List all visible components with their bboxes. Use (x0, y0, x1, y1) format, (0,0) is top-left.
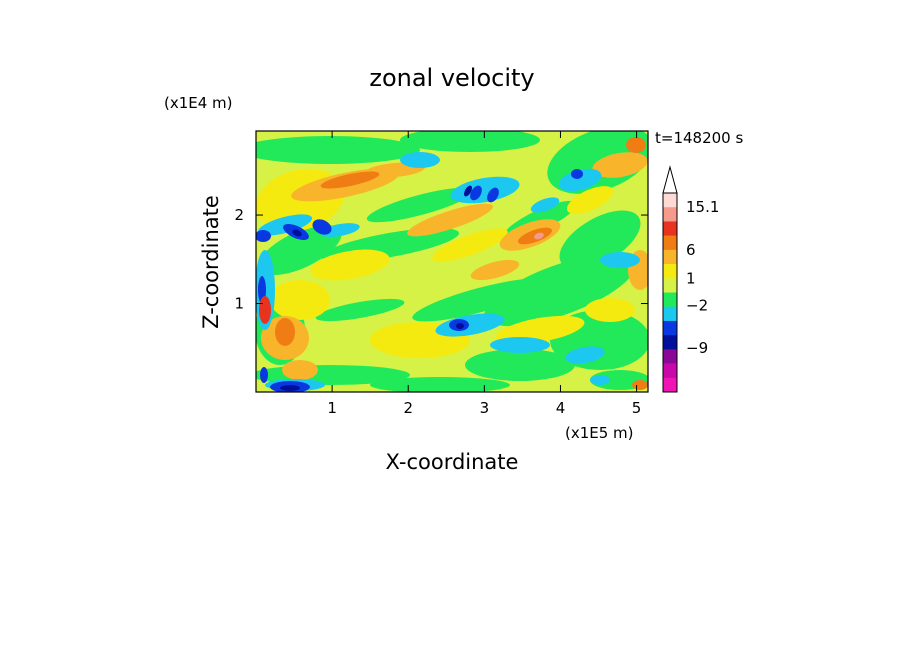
x-axis-unit: (x1E5 m) (565, 424, 634, 442)
contour-patch (530, 197, 560, 213)
contour-patch (571, 169, 583, 179)
colorbar-level (663, 278, 677, 293)
contour-patch (558, 168, 602, 192)
time-label: t=148200 s (655, 129, 743, 147)
plot-frame (255, 130, 649, 393)
contour-patch (320, 171, 380, 189)
contour-patch (470, 185, 482, 201)
colorbar-level (663, 264, 677, 279)
y-axis-unit: (x1E4 m) (164, 94, 233, 112)
x-axis-label: X-coordinate (386, 450, 519, 474)
contour-patch (470, 259, 520, 281)
contour-patch (256, 230, 271, 242)
colorbar-frame (662, 192, 678, 393)
contour-patch (310, 249, 390, 281)
colorbar-tick-label: −9 (686, 339, 708, 357)
contour-patch (534, 232, 544, 240)
y-tick-label: 1 (234, 295, 244, 313)
contour-patch (315, 298, 405, 322)
colorbar-level (663, 335, 677, 350)
contour-patch (592, 152, 648, 178)
contour-patch (559, 210, 641, 270)
contour-patch (407, 203, 493, 237)
colorbar-level (663, 207, 677, 222)
contour-patch (260, 367, 268, 383)
contour-patch (487, 187, 499, 203)
colorbar-level (663, 221, 677, 236)
contour-patch (312, 219, 332, 235)
contour-patch (432, 228, 508, 262)
colorbar-tick-label: 15.1 (686, 198, 719, 216)
contour-patch (275, 318, 295, 346)
contour-field (256, 131, 648, 392)
contour-patch (366, 187, 474, 223)
colorbar-tick-label: 1 (686, 269, 696, 287)
x-tick-label: 4 (556, 399, 566, 417)
contour-patch (632, 380, 648, 390)
x-tick-label: 2 (403, 399, 413, 417)
contour-patch (282, 360, 318, 380)
contour-patch (590, 375, 610, 385)
colorbar-level (663, 320, 677, 336)
colorbar-level (663, 349, 677, 364)
contour-patch (280, 385, 300, 391)
contour-patch (464, 185, 472, 197)
contour-patch (256, 136, 420, 164)
contour-patch (370, 377, 510, 392)
chart-title: zonal velocity (369, 64, 534, 92)
y-tick-label: 2 (234, 206, 244, 224)
contour-patch (270, 280, 330, 320)
contour-patch (600, 252, 640, 268)
contour-patch (400, 152, 440, 168)
plot-area (255, 130, 649, 393)
contour-patch (258, 224, 342, 276)
contour-patch (292, 229, 302, 237)
colorbar-level (663, 193, 677, 208)
colorbar: 15.1 6 1 −2 −9 (662, 165, 719, 393)
colorbar-level (663, 377, 677, 393)
colorbar-level (663, 292, 677, 308)
colorbar-level (663, 306, 677, 322)
colorbar-level (663, 249, 677, 265)
contour-patch (490, 337, 550, 353)
y-axis-label: Z-coordinate (199, 195, 223, 329)
contour-patch (456, 323, 464, 329)
colorbar-tick-label: −2 (686, 296, 708, 314)
contour-patch (450, 176, 520, 204)
contour-patch (435, 313, 505, 337)
x-tick-label: 3 (480, 399, 490, 417)
contour-patch (626, 137, 646, 153)
colorbar-level (663, 363, 677, 379)
contour-patch (585, 298, 635, 322)
contour-patch (400, 131, 540, 152)
contour-patch (566, 186, 614, 214)
colorbar-tick-label: 6 (686, 241, 696, 259)
colorbar-extension-triangle (662, 165, 678, 194)
contour-patch (565, 346, 605, 364)
contour-patch (259, 296, 271, 324)
colorbar-level (663, 235, 677, 251)
x-tick-label: 5 (632, 399, 642, 417)
contour-patch (465, 349, 575, 381)
x-axis: 1 2 3 4 5 (327, 131, 641, 417)
contour-patch (484, 253, 636, 327)
x-tick-label: 1 (327, 399, 337, 417)
y-axis: 12 (234, 206, 648, 313)
